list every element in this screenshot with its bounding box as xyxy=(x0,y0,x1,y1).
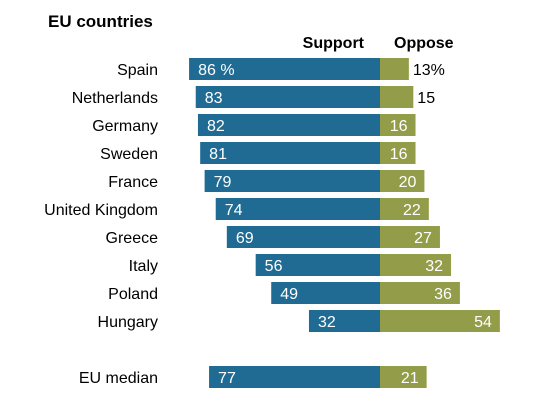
category-label-netherlands: Netherlands xyxy=(72,90,158,107)
category-label-italy: Italy xyxy=(129,258,158,275)
support-value-hungary: 32 xyxy=(318,314,336,331)
oppose-bar-sweden xyxy=(380,142,416,164)
support-value-spain: 86 % xyxy=(198,62,234,79)
category-label-france: France xyxy=(108,174,158,191)
support-bar-united-kingdom xyxy=(215,198,380,220)
support-value-sweden: 81 xyxy=(209,146,227,163)
support-bar-eu-median xyxy=(209,366,380,388)
support-value-netherlands: 83 xyxy=(205,90,223,107)
oppose-value-eu-median: 21 xyxy=(401,370,419,387)
oppose-value-netherlands: 15 xyxy=(417,90,435,107)
support-bar-poland xyxy=(271,282,380,304)
support-value-france: 79 xyxy=(214,174,232,191)
oppose-bar-eu-median xyxy=(380,366,427,388)
category-label-greece: Greece xyxy=(106,230,159,247)
oppose-value-france: 20 xyxy=(399,174,417,191)
oppose-value-poland: 36 xyxy=(434,286,452,303)
support-bar-hungary xyxy=(308,310,380,332)
category-label-hungary: Hungary xyxy=(98,314,158,331)
support-bar-sweden xyxy=(200,142,380,164)
oppose-bar-united-kingdom xyxy=(380,198,429,220)
category-label-sweden: Sweden xyxy=(100,146,158,163)
chart-title: EU countries xyxy=(48,12,153,31)
support-value-germany: 82 xyxy=(207,118,225,135)
category-label-poland: Poland xyxy=(108,286,158,303)
oppose-bar-italy xyxy=(380,254,452,276)
oppose-bar-hungary xyxy=(380,310,500,332)
oppose-bar-spain xyxy=(380,58,409,80)
oppose-value-sweden: 16 xyxy=(390,146,408,163)
support-value-italy: 56 xyxy=(265,258,283,275)
oppose-value-united-kingdom: 22 xyxy=(403,202,421,219)
category-label-germany: Germany xyxy=(92,118,158,135)
oppose-bar-netherlands xyxy=(380,86,414,108)
support-bar-france xyxy=(204,170,380,192)
support-value-poland: 49 xyxy=(280,286,298,303)
support-value-eu-median: 77 xyxy=(218,370,236,387)
support-bar-netherlands xyxy=(195,86,380,108)
oppose-value-greece: 27 xyxy=(414,230,432,247)
support-bar-greece xyxy=(226,226,380,248)
oppose-bar-poland xyxy=(380,282,460,304)
legend-oppose: Oppose xyxy=(394,35,454,52)
oppose-bar-germany xyxy=(380,114,416,136)
category-label-eu-median: EU median xyxy=(79,370,158,387)
support-value-greece: 69 xyxy=(236,230,254,247)
category-label-united-kingdom: United Kingdom xyxy=(44,202,158,219)
category-label-spain: Spain xyxy=(117,62,158,79)
oppose-bar-france xyxy=(380,170,425,192)
chart-rows: Spain 86 % 13% Netherlands 83 15 Germany 82 16 Sw… xyxy=(44,58,500,388)
legend-support: Support xyxy=(303,35,365,52)
support-value-united-kingdom: 74 xyxy=(225,202,243,219)
oppose-value-hungary: 54 xyxy=(474,314,492,331)
oppose-value-italy: 32 xyxy=(425,258,443,275)
oppose-value-germany: 16 xyxy=(390,118,408,135)
support-bar-italy xyxy=(255,254,380,276)
oppose-bar-greece xyxy=(380,226,440,248)
oppose-value-spain: 13% xyxy=(413,62,445,79)
support-bar-spain xyxy=(189,58,380,80)
support-bar-germany xyxy=(197,114,380,136)
